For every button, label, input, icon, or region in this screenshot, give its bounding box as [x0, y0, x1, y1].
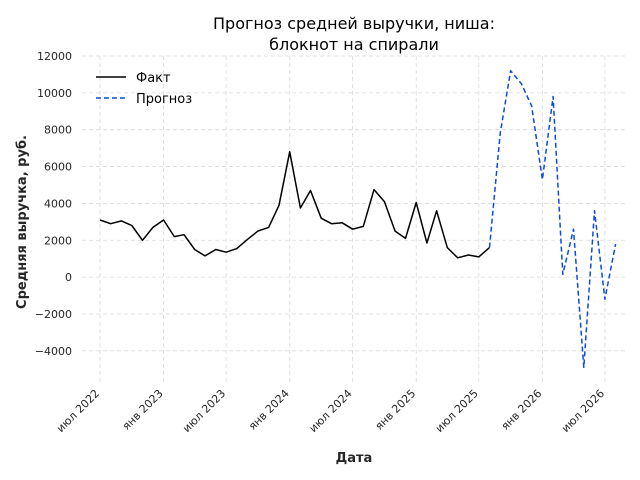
data-point-forecast: [561, 273, 564, 276]
data-point-fact: [320, 217, 323, 220]
x-tick-label: июл 2022: [54, 387, 102, 435]
data-point-fact: [435, 209, 438, 212]
data-point-forecast: [552, 95, 555, 98]
data-point-fact: [299, 207, 302, 210]
data-point-forecast: [603, 298, 606, 301]
y-tick-label: −2000: [35, 308, 72, 321]
data-point-forecast: [488, 246, 491, 249]
data-point-fact: [225, 251, 228, 254]
x-axis-ticks: июл 2022 янв 2023 июл 2023 янв 2024 июл 2024…: [54, 387, 607, 435]
x-tick-label: июл 2023: [180, 387, 228, 435]
y-tick-label: −4000: [35, 345, 72, 358]
data-point-fact: [330, 222, 333, 225]
data-point-fact: [351, 228, 354, 231]
chart-title-line-2: блокнот на спирали: [269, 35, 439, 54]
x-axis-title: Дата: [336, 451, 373, 466]
data-point-fact: [404, 237, 407, 240]
data-point-fact: [425, 242, 428, 245]
data-point-fact: [246, 238, 249, 241]
y-tick-label: 8000: [44, 124, 72, 137]
data-point-fact: [288, 150, 291, 153]
x-tick-label: янв 2025: [373, 387, 419, 433]
data-point-fact: [214, 248, 217, 251]
data-point-fact: [362, 225, 365, 228]
data-point-fact: [193, 248, 196, 251]
data-point-fact: [341, 221, 344, 224]
data-point-fact: [415, 201, 418, 204]
data-point-forecast: [541, 178, 544, 181]
data-point-fact: [267, 226, 270, 229]
y-tick-label: 10000: [37, 87, 72, 100]
data-point-fact: [98, 219, 101, 222]
y-tick-label: 4000: [44, 197, 72, 210]
x-tick-label: июл 2025: [433, 387, 481, 435]
data-point-fact: [120, 219, 123, 222]
data-point-forecast: [530, 104, 533, 107]
data-point-fact: [467, 254, 470, 257]
data-point-forecast: [520, 82, 523, 85]
data-point-fact: [109, 222, 112, 225]
series-line-forecast: [488, 69, 617, 369]
y-axis-ticks: −4000 −2000 0 2000 4000 6000 8000 10000 12000: [35, 50, 72, 358]
y-tick-label: 6000: [44, 161, 72, 174]
data-point-forecast: [614, 242, 617, 245]
data-point-fact: [173, 235, 176, 238]
chart-title-line-1: Прогноз средней выручки, ниша:: [213, 14, 495, 33]
data-point-fact: [182, 233, 185, 236]
data-point-fact: [309, 189, 312, 192]
data-point-fact: [278, 204, 281, 207]
data-point-fact: [256, 230, 259, 233]
data-point-forecast: [509, 69, 512, 72]
data-point-fact: [162, 219, 165, 222]
data-point-forecast: [572, 228, 575, 231]
x-tick-label: янв 2024: [246, 387, 292, 433]
x-tick-label: июл 2026: [559, 387, 607, 435]
data-point-fact: [204, 254, 207, 257]
data-point-fact: [235, 247, 238, 250]
data-point-fact: [446, 246, 449, 249]
data-point-forecast: [582, 366, 585, 369]
y-tick-label: 2000: [44, 234, 72, 247]
legend-label-forecast: Прогноз: [136, 92, 192, 107]
y-tick-label: 12000: [37, 50, 72, 63]
x-tick-label: июл 2024: [307, 387, 355, 435]
data-point-fact: [151, 226, 154, 229]
data-point-fact: [373, 188, 376, 191]
series-lines: [98, 69, 617, 369]
data-point-fact: [477, 255, 480, 258]
y-tick-label: 0: [65, 271, 72, 284]
data-point-fact: [141, 239, 144, 242]
data-point-fact: [130, 224, 133, 227]
data-point-fact: [456, 256, 459, 259]
x-tick-label: янв 2026: [499, 387, 545, 433]
x-tick-label: янв 2023: [120, 387, 166, 433]
data-point-fact: [394, 230, 397, 233]
legend-label-fact: Факт: [136, 71, 171, 86]
y-axis-title: Средняя выручка, руб.: [15, 135, 30, 309]
data-point-forecast: [499, 132, 502, 135]
legend: Факт Прогноз: [96, 71, 192, 107]
series-line-fact: [99, 151, 490, 259]
data-point-forecast: [593, 209, 596, 212]
data-point-fact: [383, 200, 386, 203]
